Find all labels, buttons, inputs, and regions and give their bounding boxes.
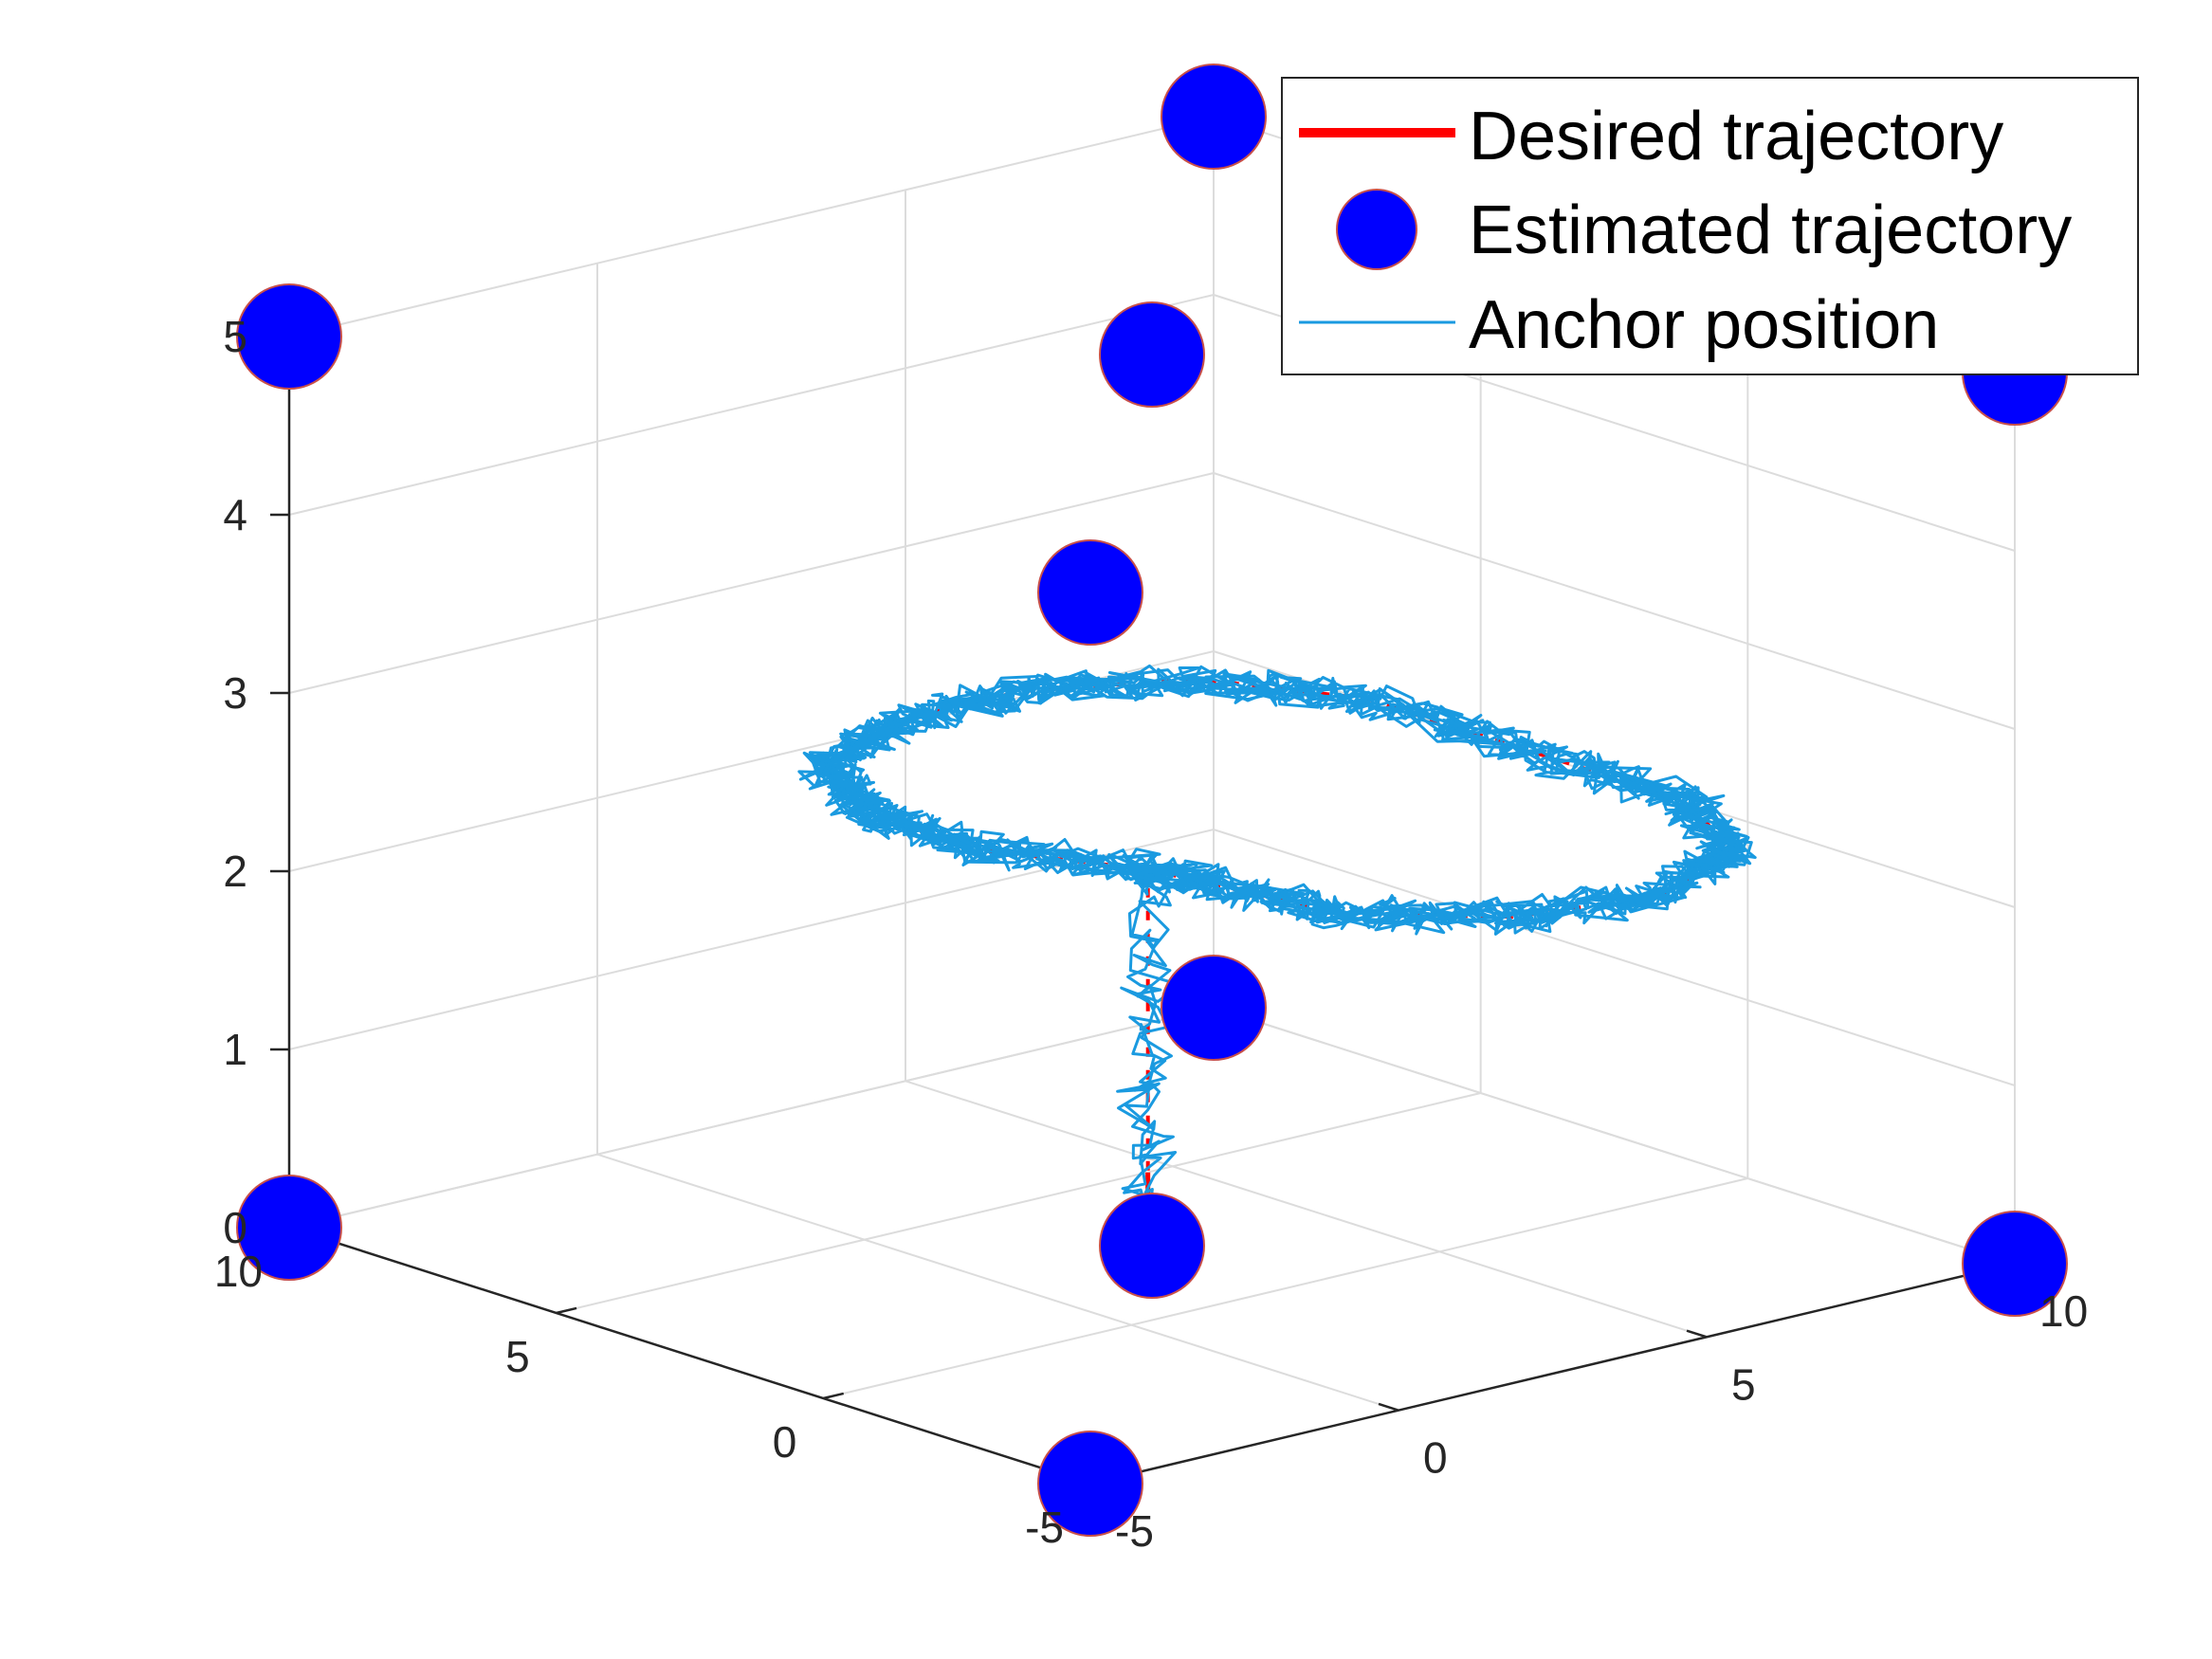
x-tick-label: 0: [773, 1417, 797, 1467]
grid-line: [288, 294, 1215, 516]
legend: Desired trajectory Estimated trajectory …: [1281, 77, 2139, 375]
anchor-marker: [1099, 1193, 1205, 1299]
x-tick-mark: [823, 1392, 845, 1400]
anchor-marker: [1037, 539, 1143, 646]
legend-label-estimated-trajectory: Estimated trajectory: [1469, 192, 2072, 268]
estimated-trajectory-line: [816, 673, 1753, 931]
y-tick-label: 5: [1731, 1359, 1756, 1409]
z-tick-label: 3: [223, 668, 247, 718]
y-tick-label: 10: [2039, 1286, 2088, 1336]
estimated-trajectory-line: [797, 667, 1747, 1270]
x-tick-label: 10: [214, 1247, 263, 1296]
grid-line: [556, 1092, 1481, 1314]
anchor-marker: [236, 283, 342, 390]
legend-label-desired-trajectory: Desired trajectory: [1469, 99, 2003, 174]
x-tick-mark: [556, 1306, 577, 1315]
x-axis-line: [288, 1226, 1091, 1486]
grid-line: [905, 1080, 1708, 1339]
z-tick-label: 2: [223, 847, 247, 896]
legend-swatch-estimated-trajectory: [1336, 189, 1417, 270]
y-tick-mark: [1686, 1329, 1708, 1339]
grid-line: [1213, 472, 2016, 730]
anchor-position-series: [236, 64, 2068, 1537]
y-tick-mark: [1378, 1402, 1399, 1412]
z-tick-label: 4: [223, 490, 247, 539]
x-tick-label: -5: [1025, 1503, 1064, 1552]
anchor-marker: [1161, 64, 1267, 170]
y-tick-label: -5: [1115, 1506, 1154, 1556]
anchor-marker: [1161, 955, 1267, 1061]
z-tick-label: 0: [223, 1203, 247, 1252]
grid-line: [1213, 829, 2016, 1086]
y-axis-line: [1089, 1262, 2016, 1486]
legend-box: [1281, 77, 2139, 375]
grid-line: [596, 1153, 1399, 1412]
estimated-trajectory-series: [797, 664, 1757, 1273]
estimated-trajectory-line: [798, 670, 1752, 930]
grid-line: [1213, 1007, 2016, 1265]
grid-line: [288, 1007, 1215, 1229]
anchor-marker: [1037, 1431, 1143, 1537]
estimated-trajectory-line: [816, 668, 1747, 1273]
legend-label-anchor-position: Anchor position: [1469, 287, 1939, 363]
grid-line: [288, 472, 1215, 694]
estimated-trajectory-line: [816, 664, 1742, 1254]
z-tick-label: 5: [223, 312, 247, 361]
anchor-marker: [236, 1175, 342, 1281]
x-tick-label: 5: [505, 1332, 530, 1381]
anchor-marker: [1099, 301, 1205, 408]
z-tick-label: 1: [223, 1025, 247, 1074]
anchor-marker: [1962, 1211, 2068, 1317]
grid-line: [288, 116, 1215, 337]
axes: [270, 335, 2016, 1486]
grid-line: [823, 1177, 1748, 1399]
y-tick-label: 0: [1423, 1433, 1448, 1483]
